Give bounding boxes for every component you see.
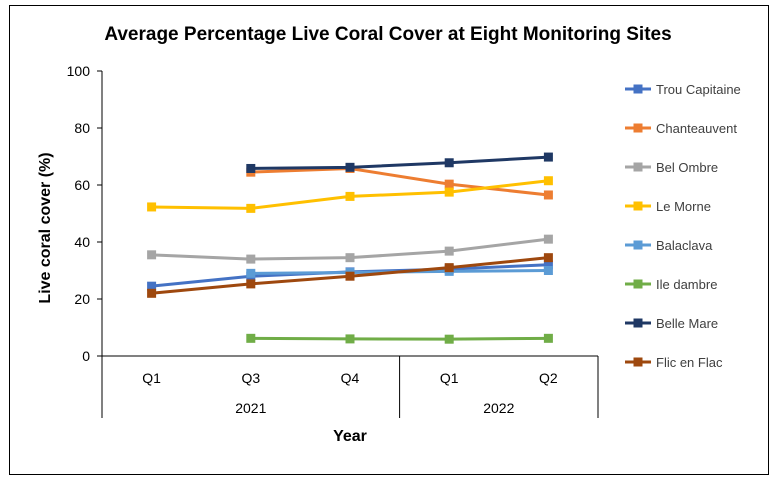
axes: 0 20 40 60 80 100 Q1 Q3 Q4 Q1 Q2 2021 2022 xyxy=(67,63,599,418)
x-tick-label: Q2 xyxy=(539,370,558,386)
legend-label: Flic en Flac xyxy=(656,355,723,370)
chart-title: Average Percentage Live Coral Cover at E… xyxy=(104,24,671,45)
series-bel-ombre xyxy=(147,234,553,264)
series-line xyxy=(250,155,549,170)
data-point-marker xyxy=(543,260,553,270)
y-tick-label: 60 xyxy=(74,177,90,193)
x-axis-title: Year xyxy=(333,428,367,445)
series-line xyxy=(250,166,549,197)
legend-item: Trou Capitaine xyxy=(625,82,741,97)
chart-frame xyxy=(9,5,769,475)
data-point-marker xyxy=(444,334,454,344)
legend-item: Le Morne xyxy=(625,199,711,214)
legend-label: Chanteauvent xyxy=(656,121,737,136)
x-tick-label: Q4 xyxy=(341,370,360,386)
data-point-marker xyxy=(345,334,355,344)
data-point-marker xyxy=(246,279,256,289)
x-tick-label: Q1 xyxy=(440,370,459,386)
data-point-marker xyxy=(345,253,355,263)
data-point-marker xyxy=(246,254,256,264)
legend-marker xyxy=(633,318,643,328)
legend-marker xyxy=(633,240,643,250)
y-tick-label: 20 xyxy=(74,291,90,307)
legend-label: Belle Mare xyxy=(656,316,718,331)
legend-item: Flic en Flac xyxy=(625,355,723,370)
data-point-marker xyxy=(543,333,553,343)
legend-label: Ile dambre xyxy=(656,277,717,292)
data-point-marker xyxy=(246,268,256,278)
legend-marker xyxy=(633,279,643,289)
data-point-marker xyxy=(543,266,553,275)
legend-label: Trou Capitaine xyxy=(656,82,741,97)
y-axis-title: Live coral cover (%) xyxy=(37,152,54,303)
series-line xyxy=(250,336,549,341)
data-point-marker xyxy=(246,203,256,213)
series-belle-mare xyxy=(246,152,553,173)
legend-label: Bel Ombre xyxy=(656,160,718,175)
y-tick-label: 80 xyxy=(74,120,90,136)
legend-item: Chanteauvent xyxy=(625,121,737,136)
x-tick-label: Q3 xyxy=(241,370,260,386)
data-point-marker xyxy=(444,158,454,168)
legend-item: Belle Mare xyxy=(625,316,718,331)
data-point-marker xyxy=(444,246,454,256)
x-group-label: 2021 xyxy=(235,400,266,416)
data-point-marker xyxy=(345,162,355,172)
data-point-marker xyxy=(147,250,157,260)
data-point-marker xyxy=(345,191,355,201)
data-point-marker xyxy=(147,288,157,298)
series-ile-dambre xyxy=(246,333,553,344)
legend-item: Bel Ombre xyxy=(625,160,718,175)
legend-marker xyxy=(633,162,643,172)
legend: Trou Capitaine Chanteauvent Bel Ombre Le Mo… xyxy=(625,82,741,370)
y-tick-label: 100 xyxy=(67,63,91,79)
legend-marker xyxy=(633,84,643,94)
series-le-morne xyxy=(147,176,553,213)
data-point-marker xyxy=(246,333,256,343)
data-point-marker xyxy=(147,202,157,212)
data-point-marker xyxy=(147,281,157,291)
legend-label: Balaclava xyxy=(656,238,713,253)
y-tick-label: 0 xyxy=(82,348,90,364)
legend-marker xyxy=(633,357,643,367)
legend-item: Balaclava xyxy=(625,238,713,253)
data-point-marker xyxy=(345,271,355,281)
legend-marker xyxy=(633,201,643,211)
data-point-marker xyxy=(543,253,553,263)
data-point-marker xyxy=(444,187,454,197)
data-point-marker xyxy=(543,234,553,244)
legend-label: Le Morne xyxy=(656,199,711,214)
data-point-marker xyxy=(246,163,256,173)
series-lines xyxy=(147,152,553,344)
data-point-marker xyxy=(543,190,553,200)
legend-marker xyxy=(633,123,643,133)
x-group-label: 2022 xyxy=(483,400,514,416)
data-point-marker xyxy=(444,179,454,189)
series-flic-en-flac xyxy=(147,253,553,298)
data-point-marker xyxy=(444,263,454,273)
data-point-marker xyxy=(543,176,553,186)
legend-item: Ile dambre xyxy=(625,277,717,292)
y-tick-label: 40 xyxy=(74,234,90,250)
data-point-marker xyxy=(543,152,553,162)
x-tick-label: Q1 xyxy=(142,370,161,386)
